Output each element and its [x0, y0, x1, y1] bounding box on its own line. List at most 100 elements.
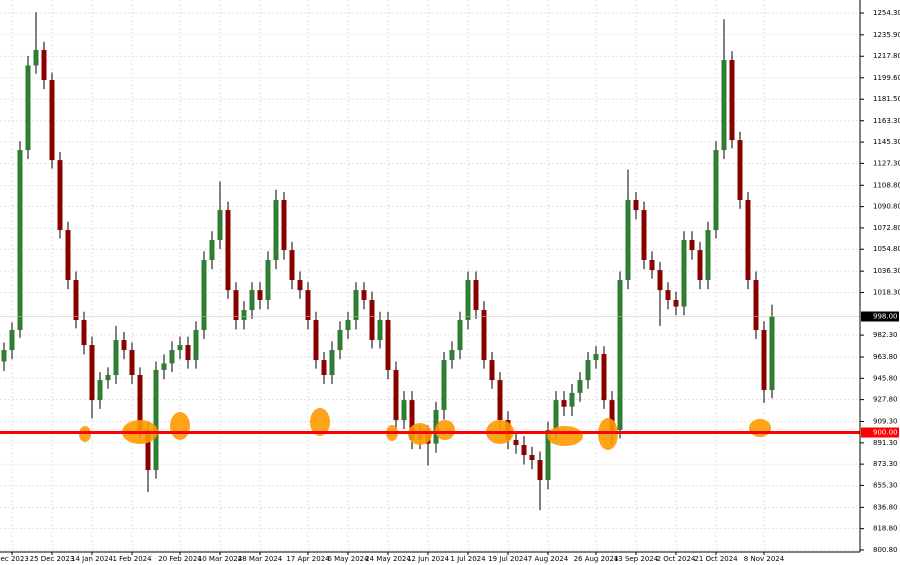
y-tick-label: 1181.50 — [873, 95, 900, 103]
candle-body — [641, 210, 647, 261]
candle-body — [625, 199, 631, 281]
candle-body — [681, 240, 687, 307]
candle-body — [193, 329, 199, 361]
y-tick-label: 1054.80 — [873, 245, 900, 253]
candle-body — [225, 210, 231, 291]
zone — [547, 426, 583, 446]
candle-body — [345, 320, 351, 330]
candle-body — [657, 270, 663, 291]
x-tick-label: 17 Apr 2024 — [286, 555, 330, 563]
last-price-box — [861, 311, 899, 322]
candle-body — [273, 199, 279, 261]
level-label-box — [861, 427, 899, 438]
candle-body — [737, 140, 743, 200]
candle-body — [633, 199, 639, 211]
candle-body — [369, 300, 375, 341]
candle-body — [49, 80, 55, 161]
zone — [310, 408, 330, 436]
candle-body — [33, 49, 39, 66]
candle-body — [281, 199, 287, 251]
candle-body — [169, 350, 175, 364]
candle-body — [705, 230, 711, 281]
y-tick-label: 1145.30 — [873, 138, 900, 146]
y-tick-label: 909.30 — [873, 418, 898, 426]
candle-body — [41, 49, 47, 81]
candle-body — [489, 360, 495, 381]
x-tick-label: 1 Feb 2024 — [112, 555, 152, 563]
candle-body — [353, 290, 359, 321]
candle-body — [73, 280, 79, 321]
candle-body — [689, 240, 695, 251]
candle-body — [465, 280, 471, 321]
candle-body — [65, 230, 71, 281]
y-tick-label: 982.30 — [873, 331, 898, 339]
candle-body — [617, 280, 623, 431]
candle-body — [561, 400, 567, 407]
candle-body — [81, 320, 87, 346]
candle-body — [377, 320, 383, 341]
candle-body — [601, 354, 607, 401]
highlight-zones — [79, 408, 771, 450]
level-label: 900.00 — [873, 429, 898, 437]
candle-body — [745, 199, 751, 281]
candle-body — [753, 280, 759, 330]
y-tick-label: 891.30 — [873, 439, 898, 447]
candle-body — [97, 380, 103, 401]
y-tick-label: 800.80 — [873, 546, 898, 554]
x-tick-label: 26 Aug 2024 — [574, 555, 619, 563]
y-tick-label: 818.80 — [873, 525, 898, 533]
y-tick-label: 1036.30 — [873, 267, 900, 275]
x-tick-label: 10 Mar 2024 — [198, 555, 243, 563]
y-tick-label: 1163.30 — [873, 117, 900, 125]
x-tick-label: 2 Oct 2024 — [657, 555, 696, 563]
last-price-label: 998.00 — [873, 312, 898, 320]
candle-body — [177, 345, 183, 351]
candle-body — [233, 290, 239, 321]
candle-body — [385, 320, 391, 371]
x-tick-label: 19 Jul 2024 — [488, 555, 528, 563]
candle-body — [289, 250, 295, 281]
candle-body — [545, 430, 551, 481]
candle-body — [393, 370, 399, 421]
candle-body — [721, 60, 727, 151]
candle-body — [217, 210, 223, 241]
candle-body — [569, 392, 575, 407]
y-tick-label: 855.30 — [873, 481, 898, 489]
candle-body — [401, 400, 407, 421]
candle-body — [153, 370, 159, 471]
candle-body — [441, 360, 447, 411]
x-tick-label: 1 Jul 2024 — [450, 555, 486, 563]
candle-body — [313, 320, 319, 361]
candle-body — [577, 380, 583, 393]
x-tick-label: 21 Oct 2024 — [694, 555, 738, 563]
candle-body — [665, 290, 671, 301]
x-tick-label: 24 May 2024 — [365, 555, 411, 563]
candle-body — [473, 280, 479, 310]
candle-body — [257, 290, 263, 301]
candle-body — [449, 350, 455, 361]
candle-body — [481, 309, 487, 361]
candle-body — [329, 350, 335, 375]
x-tick-label: Dec 2023 — [0, 555, 29, 563]
candle-body — [529, 455, 535, 460]
y-tick-label: 1235.90 — [873, 31, 900, 39]
y-tick-label: 1127.30 — [873, 159, 900, 167]
candle-body — [337, 329, 343, 351]
candle-body — [17, 150, 23, 330]
candle-body — [761, 329, 767, 391]
candle-body — [457, 320, 463, 351]
x-tick-label: 28 Mar 2024 — [238, 555, 283, 563]
x-tick-label: 7 Aug 2024 — [528, 555, 569, 563]
x-tick-label: 25 Dec 2023 — [30, 555, 75, 563]
candle-body — [145, 430, 151, 471]
candle-body — [697, 250, 703, 281]
candle-body — [241, 309, 247, 321]
candle-body — [521, 445, 527, 456]
candle-body — [593, 354, 599, 361]
y-tick-label: 1254.30 — [873, 9, 900, 17]
zone — [170, 412, 190, 440]
y-tick-label: 1072.80 — [873, 224, 900, 232]
candle-body — [673, 300, 679, 307]
